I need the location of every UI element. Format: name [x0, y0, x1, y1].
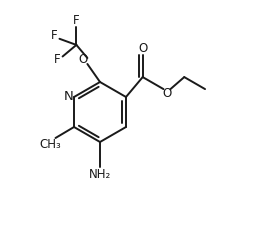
Text: F: F — [73, 14, 80, 27]
Text: O: O — [79, 54, 88, 66]
Text: O: O — [138, 42, 147, 54]
Text: NH₂: NH₂ — [89, 168, 111, 181]
Text: F: F — [54, 53, 61, 66]
Text: F: F — [51, 29, 58, 42]
Text: CH₃: CH₃ — [40, 138, 61, 151]
Text: O: O — [163, 87, 172, 100]
Text: N: N — [64, 90, 74, 102]
